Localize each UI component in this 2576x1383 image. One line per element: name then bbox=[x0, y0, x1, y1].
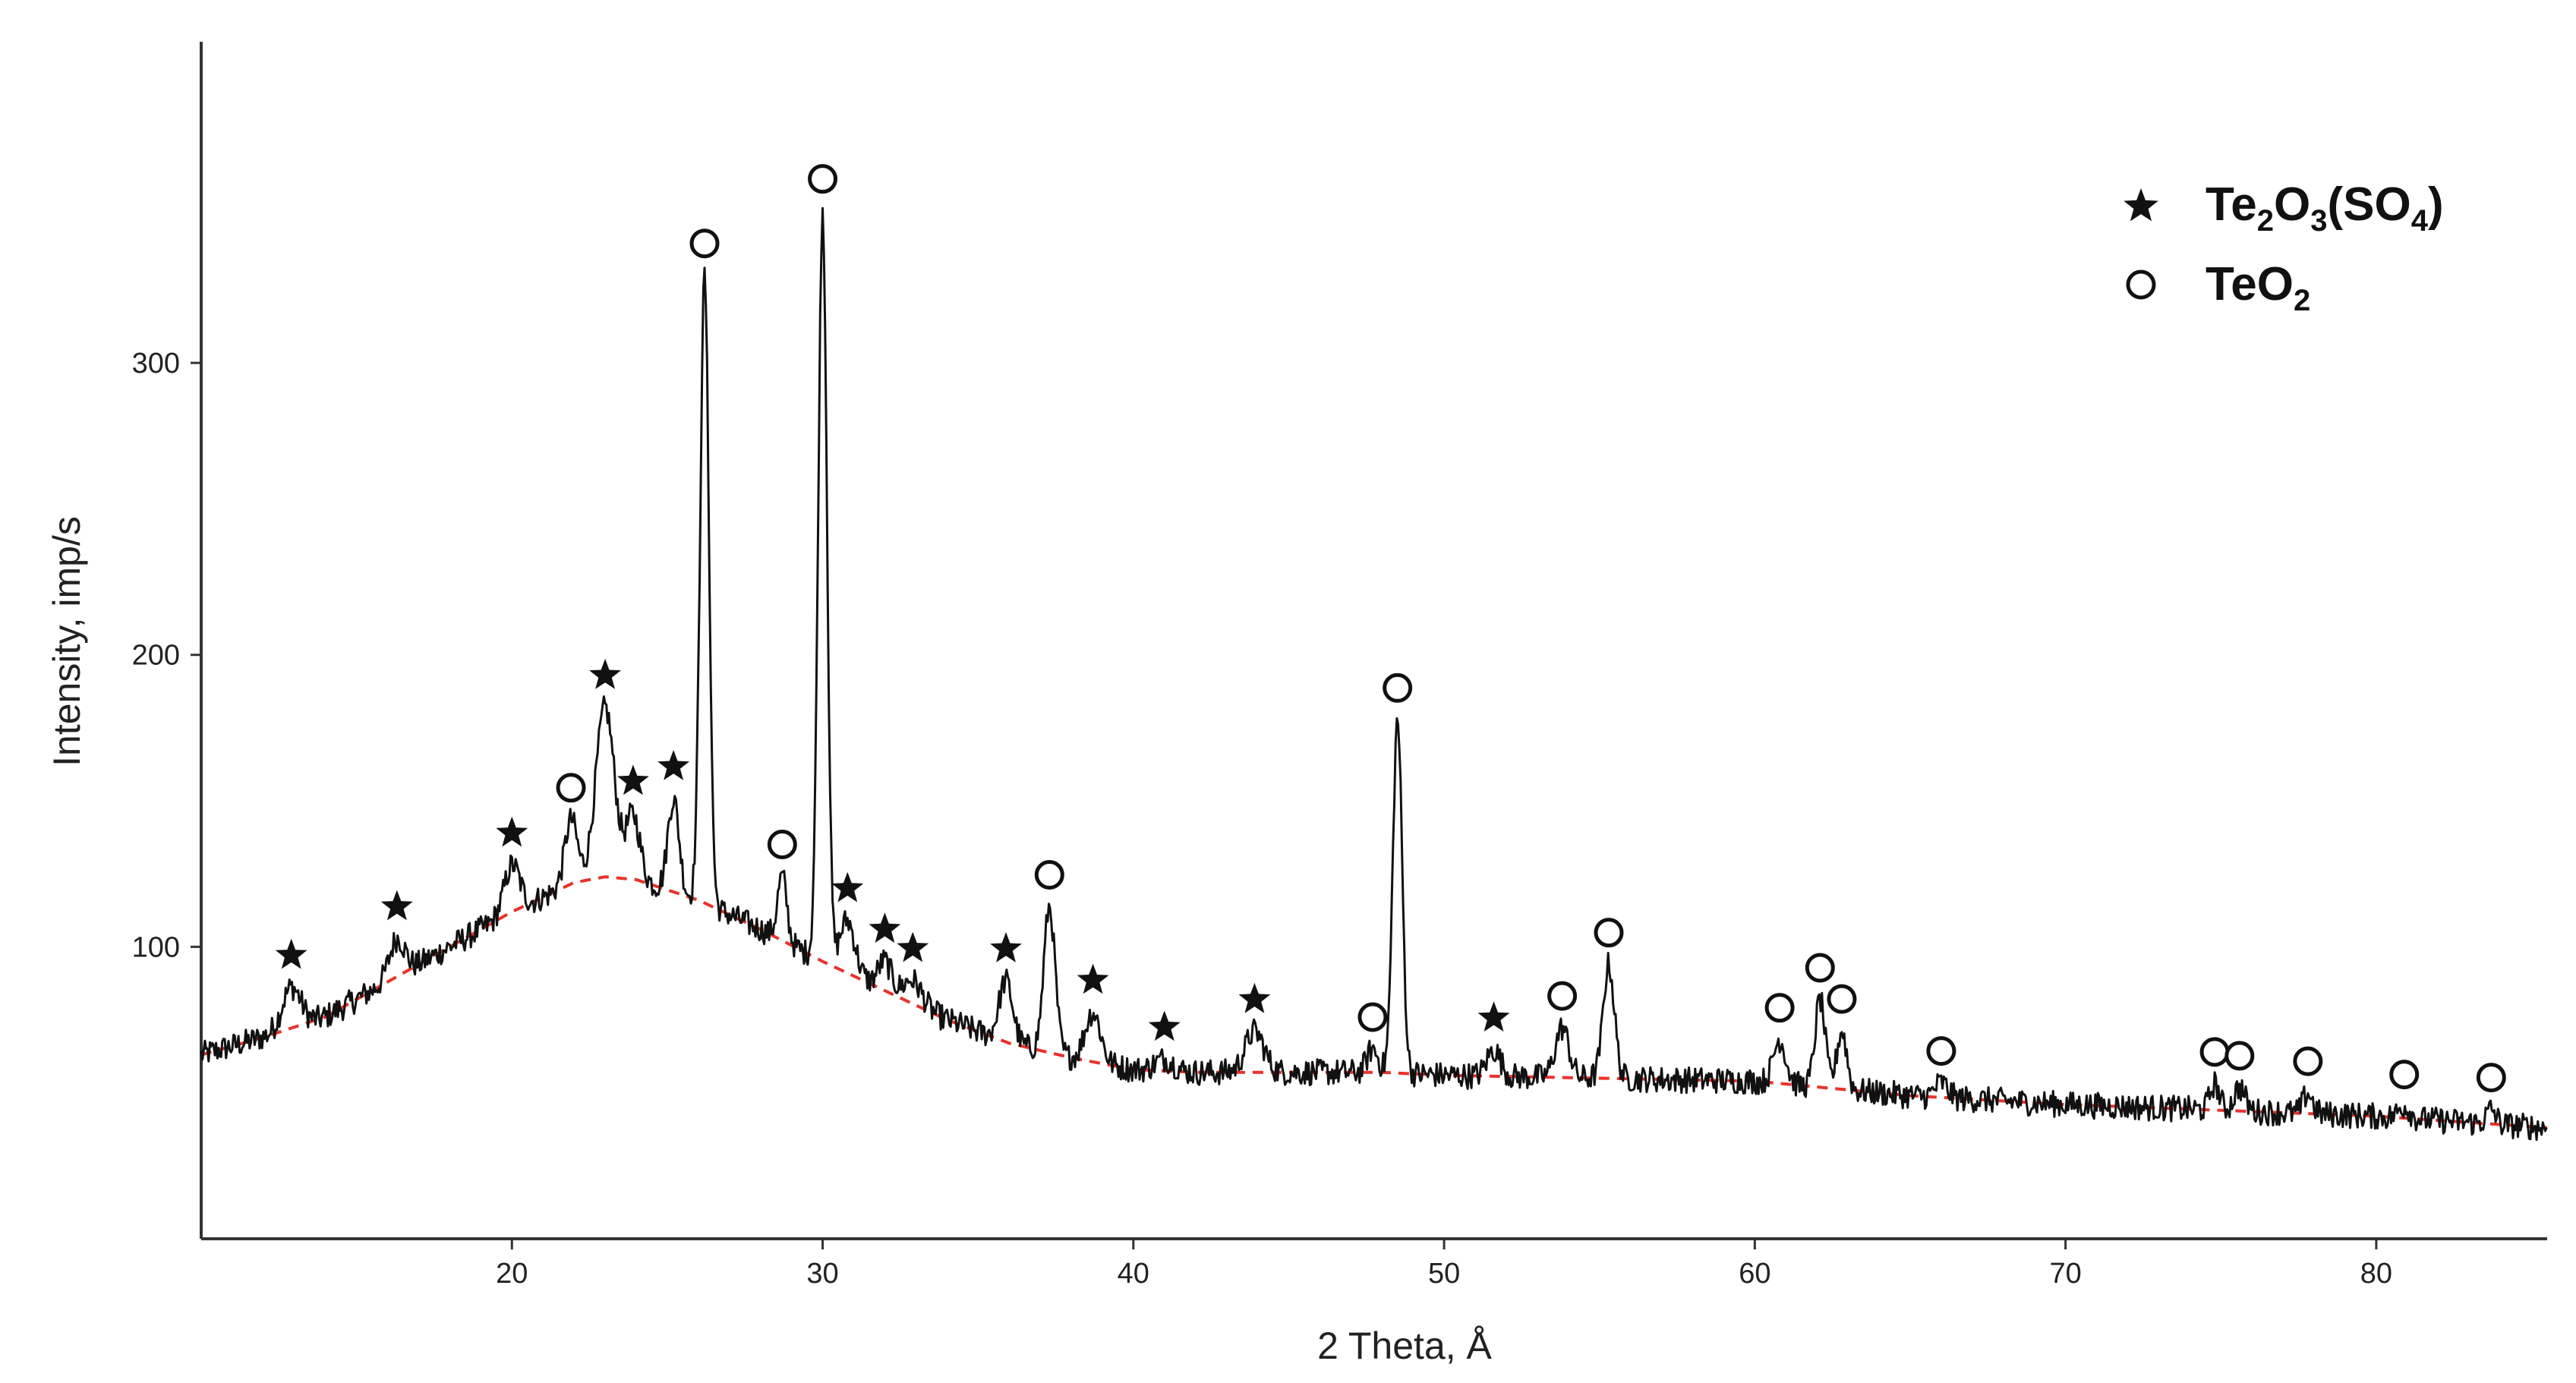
axes bbox=[200, 42, 2547, 1240]
circle-marker bbox=[1764, 993, 1795, 1023]
star-marker bbox=[869, 912, 901, 944]
x-axis-title: 2 Theta, Å bbox=[1317, 1325, 1492, 1367]
star-marker bbox=[380, 890, 413, 921]
circle-marker bbox=[689, 228, 720, 259]
y-axis-title: Intensity, imp/s bbox=[46, 516, 88, 767]
phase-markers bbox=[275, 164, 2506, 1093]
circle-marker bbox=[1547, 981, 1578, 1011]
legend-star-shape bbox=[2124, 188, 2158, 222]
circle-marker bbox=[1383, 673, 1413, 703]
y-tick-label: 100 bbox=[132, 931, 180, 963]
star-marker bbox=[1077, 963, 1109, 994]
x-axis-ticks: 20 30 40 50 60 70 80 bbox=[496, 1239, 2392, 1290]
circle-marker bbox=[2293, 1046, 2323, 1076]
star-marker bbox=[897, 931, 929, 962]
circle-marker bbox=[2476, 1063, 2506, 1093]
star-marker bbox=[617, 764, 649, 795]
circle-marker bbox=[556, 773, 586, 803]
circle-marker bbox=[1034, 859, 1064, 890]
circle-marker bbox=[1805, 953, 1835, 983]
legend-label-te2o3so4: Te2O3(SO4) bbox=[2206, 178, 2444, 238]
x-tick-label: 40 bbox=[1118, 1258, 1149, 1290]
circle-marker bbox=[1594, 918, 1624, 948]
star-marker bbox=[831, 871, 864, 903]
circle-marker bbox=[2224, 1041, 2255, 1071]
legend-circle-icon bbox=[2126, 269, 2156, 300]
x-tick-label: 50 bbox=[1428, 1258, 1460, 1290]
star-marker bbox=[1238, 982, 1271, 1013]
star-marker bbox=[275, 938, 307, 969]
star-marker bbox=[1477, 1001, 1510, 1032]
legend-star-icon bbox=[2124, 188, 2158, 222]
circle-marker bbox=[2389, 1060, 2420, 1090]
pattern-line bbox=[200, 206, 2548, 1142]
background-fit-line bbox=[200, 875, 2548, 1129]
circle-marker bbox=[2199, 1037, 2230, 1067]
x-tick-label: 80 bbox=[2360, 1258, 2392, 1290]
star-marker bbox=[990, 932, 1022, 962]
star-marker bbox=[657, 750, 689, 780]
star-marker bbox=[1148, 1010, 1181, 1041]
circle-marker bbox=[1827, 984, 1857, 1014]
circle-marker bbox=[1357, 1002, 1388, 1032]
y-tick-label: 300 bbox=[132, 348, 180, 380]
legend: Te2O3(SO4) TeO2 bbox=[2124, 178, 2444, 317]
diffraction-pattern-group bbox=[200, 206, 2548, 1142]
x-tick-label: 20 bbox=[496, 1258, 528, 1290]
legend-label-teo2: TeO2 bbox=[2206, 258, 2310, 317]
circle-marker bbox=[767, 829, 797, 859]
y-axis-ticks: 100 200 300 bbox=[132, 348, 201, 963]
star-marker bbox=[496, 816, 528, 847]
circle-marker bbox=[808, 164, 838, 194]
circle-marker bbox=[1926, 1036, 1956, 1066]
x-tick-label: 70 bbox=[2049, 1258, 2081, 1290]
x-tick-label: 30 bbox=[806, 1258, 838, 1290]
y-tick-label: 200 bbox=[132, 640, 180, 672]
background-fit-group bbox=[200, 875, 2548, 1129]
x-tick-label: 60 bbox=[1739, 1258, 1770, 1290]
star-marker bbox=[589, 658, 621, 689]
